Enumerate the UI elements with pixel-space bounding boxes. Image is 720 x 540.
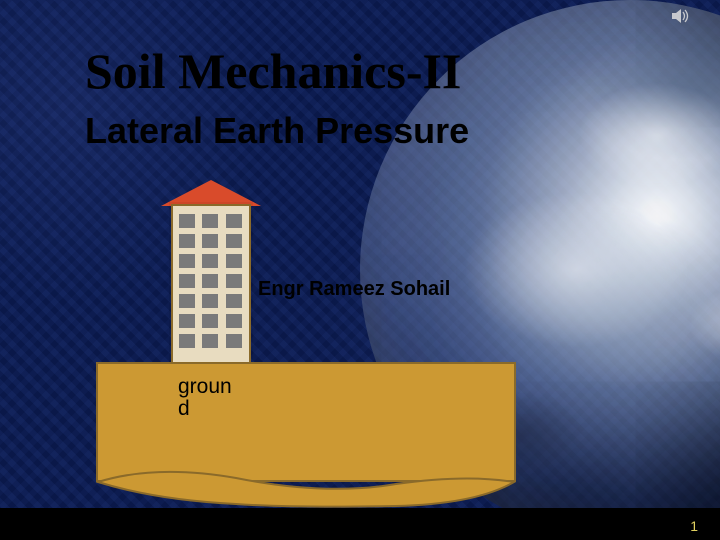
window-pane xyxy=(202,254,218,268)
window-pane xyxy=(179,254,195,268)
window-pane xyxy=(179,214,195,228)
window-pane xyxy=(202,234,218,248)
slide-number: 1 xyxy=(690,518,698,534)
window-pane xyxy=(179,274,195,288)
window-pane xyxy=(179,234,195,248)
window-pane xyxy=(226,334,242,348)
window-pane xyxy=(226,294,242,308)
window-pane xyxy=(179,314,195,328)
author-name: Engr Rameez Sohail xyxy=(258,278,450,301)
mound-path xyxy=(98,472,514,507)
ground-mound xyxy=(96,470,516,504)
window-pane xyxy=(179,294,195,308)
window-pane xyxy=(202,334,218,348)
slide-subtitle: Lateral Earth Pressure xyxy=(85,110,469,152)
building-roof xyxy=(161,180,261,206)
slide-title: Soil Mechanics-II xyxy=(85,42,461,100)
window-pane xyxy=(226,214,242,228)
window-pane xyxy=(179,334,195,348)
building-windows xyxy=(179,214,243,348)
window-pane xyxy=(226,274,242,288)
window-pane xyxy=(226,234,242,248)
bottom-bar xyxy=(0,508,720,540)
ground-box xyxy=(96,362,516,482)
window-pane xyxy=(226,314,242,328)
window-pane xyxy=(202,314,218,328)
ground-label: groun d xyxy=(178,376,232,420)
window-pane xyxy=(202,274,218,288)
sound-icon[interactable] xyxy=(672,8,692,24)
window-pane xyxy=(226,254,242,268)
window-pane xyxy=(202,294,218,308)
slide: Soil Mechanics-II Lateral Earth Pressure… xyxy=(0,0,720,540)
window-pane xyxy=(202,214,218,228)
